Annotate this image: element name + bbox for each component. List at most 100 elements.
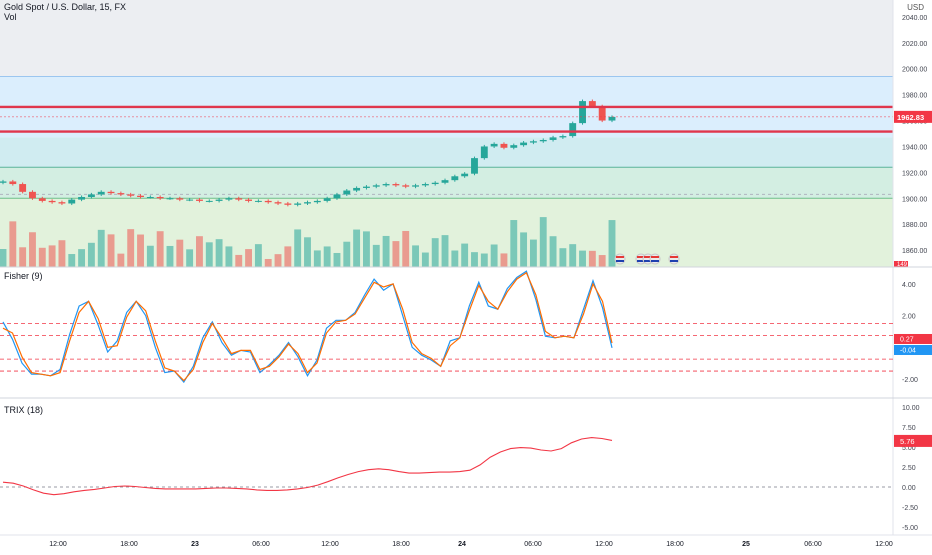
volume-bar [579, 250, 586, 267]
candle-body [608, 116, 616, 121]
candle-body [87, 194, 95, 198]
volume-bar [549, 236, 557, 267]
candle-body [539, 139, 547, 142]
flag-stripe [616, 256, 624, 258]
volume-bar [87, 242, 95, 267]
candle-body [480, 146, 488, 159]
candle-body [48, 200, 56, 203]
fisher-title[interactable]: Fisher (9) [4, 271, 43, 281]
volume-bar [608, 220, 616, 267]
volume-bar [529, 239, 537, 267]
volume-bar [78, 249, 86, 267]
candle-body [146, 197, 154, 199]
fisher-tick-label: 2.00 [902, 314, 916, 321]
price-tick-label: 1900.00 [902, 196, 927, 203]
time-tick-label: 06:00 [804, 541, 822, 548]
volume-bar [127, 229, 135, 267]
event-flag-icon [614, 253, 626, 265]
candle-body [205, 200, 213, 202]
volume-bar [323, 246, 331, 267]
fisher-tick-label: -2.00 [902, 377, 918, 384]
candle-body [431, 182, 439, 185]
flag-stripe [644, 260, 652, 262]
fisher-badge-1 [894, 333, 932, 344]
candle-body [127, 194, 135, 196]
candle-body [274, 202, 282, 204]
volume-bar [186, 249, 194, 267]
volume-bar [146, 245, 154, 267]
volume-bar [421, 252, 429, 267]
volume-last-label: 149 [897, 262, 908, 268]
candle-body [284, 203, 292, 205]
trix-tick-label: 7.50 [902, 425, 916, 432]
event-flag-icon [668, 253, 680, 265]
volume-bar [461, 243, 469, 267]
zone-1 [0, 137, 893, 168]
volume-bar [68, 254, 76, 267]
volume-bar [264, 258, 272, 267]
candle-body [569, 123, 577, 137]
volume-bar [274, 254, 282, 267]
zone-2 [0, 167, 893, 199]
volume-bar [333, 252, 341, 267]
volume-bar [343, 241, 351, 267]
fisher-last-1: 0.27 [900, 336, 914, 343]
volume-bar [490, 244, 498, 267]
volume-bar [97, 229, 105, 267]
flag-stripe [670, 260, 678, 262]
volume-bar [245, 249, 253, 267]
candle-body [0, 181, 7, 183]
flag-stripe [644, 256, 652, 258]
time-tick-label: 23 [191, 541, 199, 548]
candle-body [196, 199, 203, 201]
volume-bar [166, 245, 174, 267]
event-flag-icon [649, 253, 661, 265]
volume-bar [225, 246, 233, 267]
candle-body [323, 198, 331, 201]
volume-legend[interactable]: Vol [4, 12, 17, 22]
trix-title[interactable]: TRIX (18) [4, 405, 44, 415]
candle-body [392, 184, 400, 186]
volume-bar [235, 254, 243, 267]
volume-bar [0, 249, 7, 267]
time-tick-label: 12:00 [875, 541, 893, 548]
price-tick-label: 1860.00 [902, 248, 927, 255]
flag-stripe [637, 260, 645, 262]
price-tick-label: 1920.00 [902, 170, 927, 177]
candle-body [520, 142, 528, 146]
volume-bar [598, 255, 606, 267]
time-tick-label: 18:00 [392, 541, 410, 548]
price-tick-label: 2040.00 [902, 15, 927, 22]
main-legend: Gold Spot / U.S. Dollar, 15, FX Vol [4, 2, 126, 22]
time-tick-label: 06:00 [524, 541, 542, 548]
candle-body [117, 193, 125, 195]
trix-legend: TRIX (18) [4, 405, 43, 415]
volume-bar [294, 229, 302, 267]
candle-body [529, 141, 537, 143]
time-tick-label: 12:00 [321, 541, 339, 548]
symbol-title[interactable]: Gold Spot / U.S. Dollar, 15, FX [4, 2, 127, 12]
candle-body [78, 197, 86, 200]
candle-body [559, 136, 567, 138]
candle-body [29, 191, 36, 199]
candle-body [451, 176, 459, 181]
volume-bar [137, 234, 144, 267]
flag-stripe [637, 256, 645, 258]
price-tick-label: 1880.00 [902, 222, 927, 229]
volume-bar [313, 250, 321, 267]
trix-tick-label: -5.00 [902, 525, 918, 532]
candle-body [38, 198, 46, 201]
trix-tick-label: -2.50 [902, 505, 918, 512]
candle-body [372, 185, 380, 187]
upper-empty-zone [0, 0, 893, 77]
price-tick-label: 2020.00 [902, 41, 927, 48]
volume-bar [451, 250, 459, 267]
volume-bar [372, 244, 380, 267]
candle-body [362, 186, 370, 188]
volume-bar [205, 242, 213, 267]
volume-bar [58, 240, 66, 267]
candle-body [441, 180, 449, 183]
volume-bar [362, 231, 370, 267]
volume-bar [284, 246, 292, 267]
price-tick-label: 1940.00 [902, 144, 927, 151]
